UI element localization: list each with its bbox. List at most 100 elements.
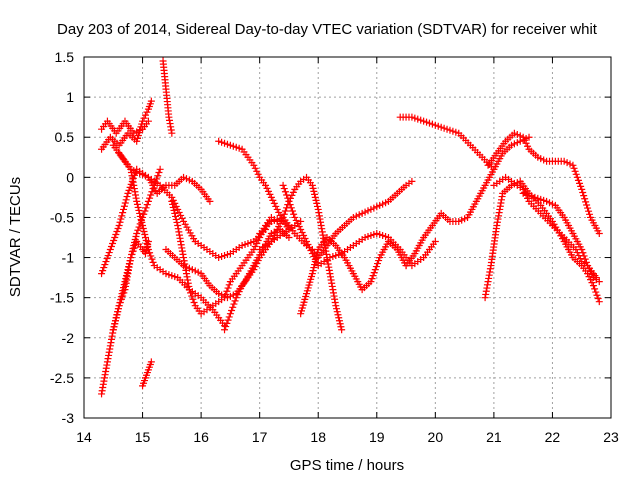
y-tick-label: -2.5 [50,370,74,386]
data-point [290,210,298,218]
data-point [114,305,122,313]
data-point [254,237,262,245]
data-point [292,216,300,224]
data-point [146,249,154,257]
data-point [114,308,122,316]
data-point [143,108,151,116]
data-point [155,169,163,177]
data-point [147,97,155,105]
data-point [267,238,275,246]
series-track-9 [159,57,176,137]
data-point [570,164,578,172]
data-point [581,255,589,263]
data-point [111,234,119,241]
data-point [125,186,133,194]
data-point [581,195,589,203]
data-point [524,194,532,202]
data-point [374,260,382,268]
data-point [591,285,599,293]
data-point [223,319,231,327]
data-point [298,228,306,236]
data-point [369,272,377,280]
data-point [311,261,319,269]
data-point [139,221,147,229]
data-point [587,268,595,276]
data-point [141,207,149,215]
data-point [112,230,120,238]
data-point [225,313,233,321]
data-series [98,57,603,398]
data-point [279,213,287,221]
x-axis-label: GPS time / hours [290,457,404,474]
data-point [270,199,278,207]
data-point [295,222,303,230]
data-point [278,216,286,224]
data-point [228,307,236,315]
data-point [148,255,156,263]
data-point [221,326,229,334]
series-track-11 [168,197,281,318]
data-point [250,246,258,254]
data-point [232,294,240,302]
data-point [334,311,342,319]
data-point [582,258,590,266]
data-point [105,249,113,257]
data-point [156,165,164,173]
data-point [237,285,245,293]
data-point [253,167,261,175]
data-point [288,207,296,215]
data-point [313,199,321,207]
x-tick-label: 19 [369,429,385,445]
data-point [375,257,383,265]
data-point [372,263,380,271]
data-point [251,243,259,251]
data-point [170,206,178,214]
data-point [310,264,318,272]
data-point [100,264,108,272]
data-point [223,287,231,295]
data-point [122,272,130,280]
data-point [143,201,151,209]
data-point [144,246,152,254]
data-point [525,133,533,141]
data-point [136,209,144,217]
data-point [115,221,123,229]
data-point [368,275,376,283]
data-point [144,197,152,205]
data-point [115,302,123,310]
data-point [149,258,157,266]
data-point [98,270,106,278]
data-point [307,247,315,255]
data-point [294,219,302,227]
data-point [269,235,277,243]
data-point [371,266,379,274]
data-point [569,161,577,169]
data-point [116,218,124,226]
data-point [222,290,230,298]
data-point [308,270,316,278]
grid [84,57,611,418]
data-point [286,201,294,209]
data-point [580,252,588,260]
data-point [257,230,265,238]
data-point [595,298,603,306]
data-point [142,204,150,212]
data-point [311,190,319,198]
data-point [588,271,596,279]
series-track-16 [279,181,439,270]
data-point [580,192,588,200]
data-point [144,243,152,251]
series-track-22 [484,129,603,237]
data-point [521,136,529,144]
data-point [153,175,161,183]
data-point [285,234,293,241]
data-point [224,284,232,292]
data-point [313,252,321,260]
data-point [309,267,317,275]
y-tick-label: -3 [62,410,75,426]
data-point [593,291,601,299]
data-point [118,212,126,220]
data-point [128,250,136,258]
data-point [273,205,281,213]
data-point [129,247,137,255]
